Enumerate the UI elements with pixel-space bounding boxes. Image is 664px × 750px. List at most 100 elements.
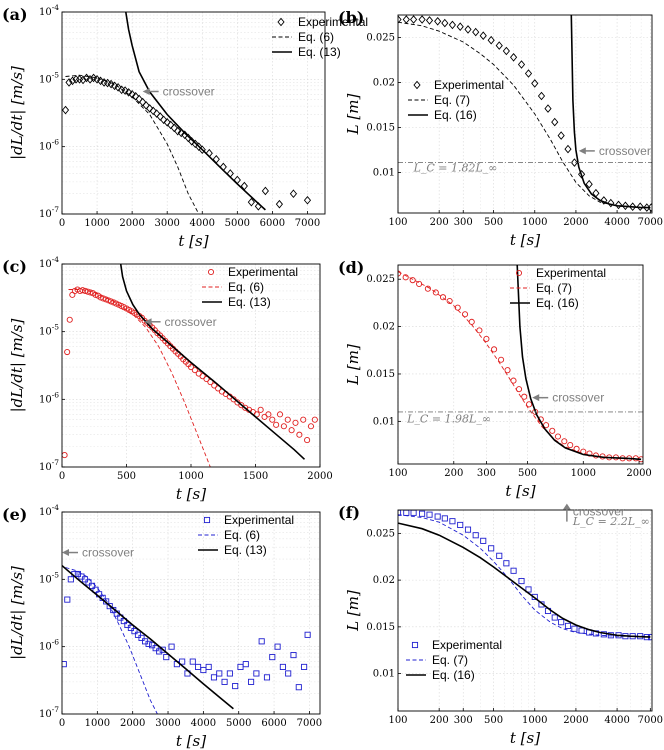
tick-base: 10 [39,142,52,153]
data-point [304,631,311,638]
legend-label: Experimental [228,265,298,279]
data-point [247,197,255,207]
y-axis-label: L [m] [344,344,362,386]
y-tick-label: 0.01 [373,168,395,179]
grid [397,15,652,213]
x-tick-label: 4000 [604,715,629,726]
plot-data [62,564,311,714]
annotation: crossover [142,84,215,98]
data-point [419,510,426,517]
ticks: 0 1000 2000 3000 4000 5000 6000 700010-710-610-… [39,3,320,229]
x-axis-label: t [s] [176,485,206,503]
y-tick-label: 10-4 [39,503,59,518]
data-point [410,510,417,516]
x-tick-label: 0 [59,471,65,482]
data-point [521,393,528,400]
tick-exponent: -4 [52,3,60,12]
x-tick-label: 200 [430,217,449,228]
legend-label: Experimental [536,266,606,280]
data-point [62,661,67,668]
data-point [480,537,487,544]
y-tick-label: 0.01 [373,416,395,427]
tick-exponent: -6 [52,390,60,399]
annotation-text: crossover [573,505,625,519]
x-tick-label: 1000 [522,715,547,726]
series-line-eq-13- [125,12,266,211]
legend-marker [203,516,211,524]
data-point [142,101,150,110]
annotation: crossover [562,503,625,522]
data-point [457,521,464,529]
data-point [263,674,271,681]
x-tick-label: 2000 [120,718,145,729]
lc-annotation: L_C = 1.98L_∞ [406,412,491,425]
y-tick-label: 10-6 [39,138,59,153]
y-tick-label: 0.01 [373,669,395,680]
data-point [464,526,472,533]
data-point [518,578,525,585]
x-tick-label: 4000 [190,218,215,229]
series-line-eq-6- [65,567,158,714]
data-point [441,515,448,522]
data-point [221,678,228,685]
legend-marker [413,80,421,90]
legend-label: Eq. (13) [228,295,271,309]
y-tick-label: 10-7 [39,458,59,473]
data-point [567,441,574,449]
tick-exponent: -5 [52,70,60,79]
data-point [564,622,572,629]
data-point [79,75,87,85]
data-point [135,94,143,104]
data-point [265,411,272,418]
data-point [290,652,297,659]
x-tick-label: 200 [444,468,463,479]
tick-base: 10 [39,507,52,518]
series-line-eq-6- [65,74,200,214]
legend-label: Experimental [224,513,294,527]
tick-exponent: -4 [52,255,60,264]
data-point [398,270,402,277]
data-point [571,625,578,632]
y-axis-label: |dL/dt| [m/s] [8,66,26,160]
x-axis-label: t [s] [176,732,206,750]
y-axis-label: L [m] [344,590,362,632]
data-point [300,416,307,423]
data-point [62,452,68,459]
data-point [106,603,113,610]
data-point [544,104,552,113]
x-tick-label: 6000 [261,718,286,729]
data-point [491,346,498,353]
data-point [448,20,457,30]
annotation: crossover [578,144,651,158]
data-point [132,91,140,101]
data-point [289,189,298,199]
data-point [564,144,572,154]
data-point [86,75,94,84]
y-tick-label: 0.025 [366,274,395,285]
data-point [203,375,210,383]
x-tick-label: 2000 [119,218,144,229]
legend-label: Eq. (13) [298,45,341,59]
data-point [128,89,136,99]
data-point [557,131,565,140]
data-point [97,294,104,301]
legend-label: Eq. (6) [228,280,264,294]
data-point [439,294,447,301]
data-point [257,406,264,413]
data-point [432,289,439,296]
series-line-eq-16- [398,522,651,638]
data-point [586,450,593,457]
annotation: crossover [532,391,604,405]
panel-label: (d) [338,258,364,277]
data-point [402,15,410,24]
x-tick-label: 1000 [522,217,547,228]
x-tick-label: 3000 [154,218,179,229]
panel-label: (b) [338,8,364,27]
panel-d: 100 200 300 500 1000 2000 0.01 0.015 0.02 0.025 t … [338,258,652,500]
data-point [621,201,629,211]
data-point [292,419,299,426]
data-point [446,297,453,305]
